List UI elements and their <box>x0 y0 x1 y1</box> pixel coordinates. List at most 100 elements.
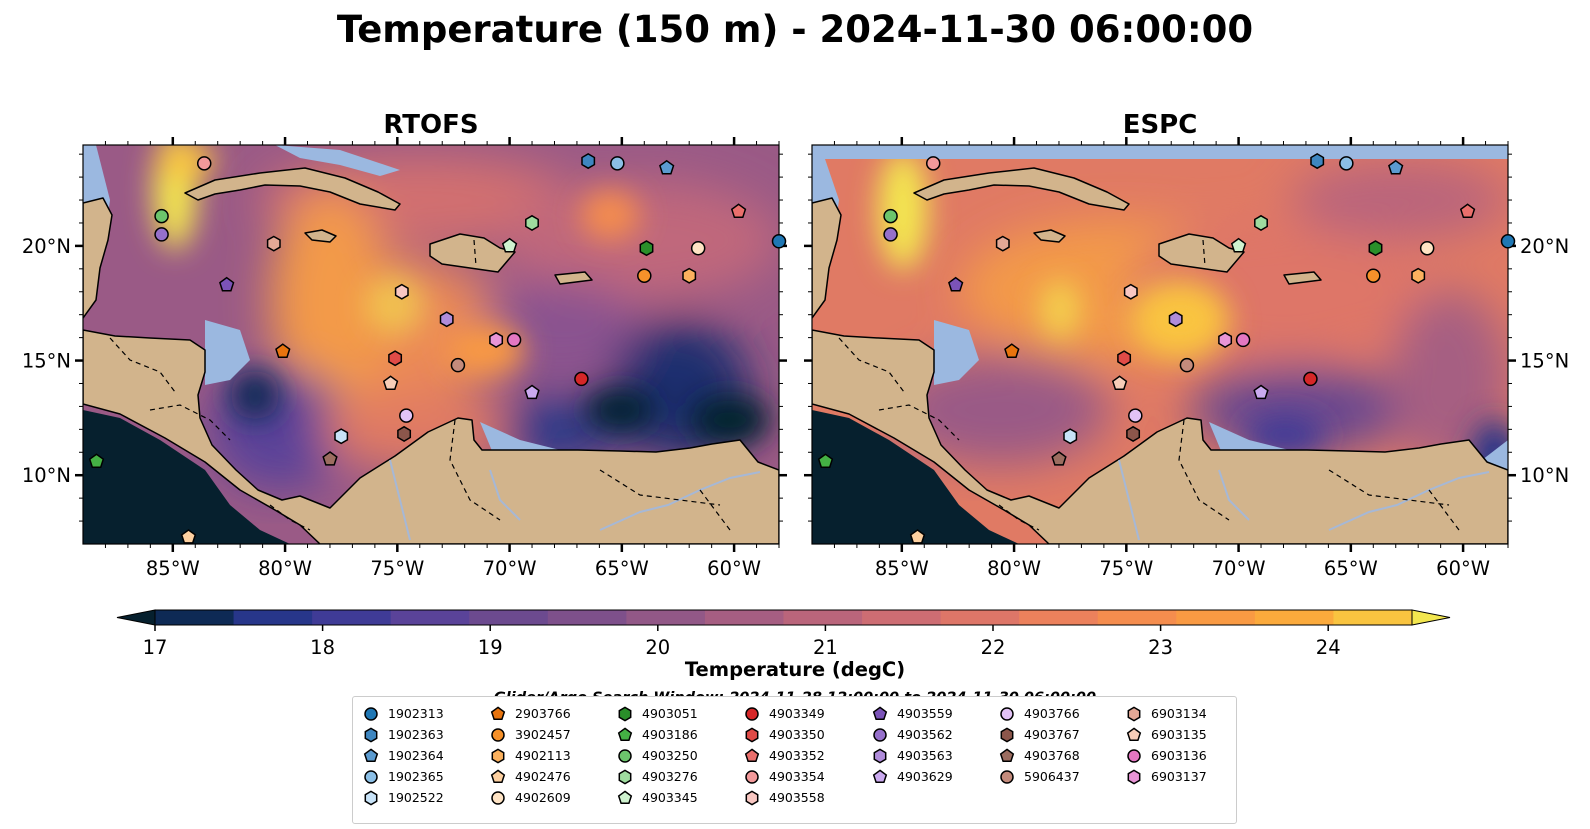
legend-label: 4903276 <box>642 769 698 784</box>
legend-marker-4903558 <box>745 790 759 805</box>
float-marker-4903051 <box>639 240 654 257</box>
legend-label: 2903766 <box>515 706 571 721</box>
float-markers-rtofs <box>88 153 787 544</box>
legend-item: 4903051 <box>617 703 698 724</box>
float-marker-4903563 <box>1168 311 1183 328</box>
lon-tick-label: 75°W <box>370 557 424 580</box>
colorbar-cell <box>783 610 863 625</box>
legend-item: 6903134 <box>1126 703 1207 724</box>
legend-item: 1902363 <box>363 724 444 745</box>
legend-label: 4903354 <box>769 769 825 784</box>
legend-marker-4903345 <box>617 789 633 804</box>
legend-label: 1902313 <box>388 706 444 721</box>
map-panel-rtofs: RTOFS <box>22 110 787 580</box>
colorbar-cell <box>1097 610 1177 625</box>
legend-label: 5906437 <box>1024 769 1080 784</box>
colorbar-tick-label: 17 <box>143 636 168 659</box>
colorbar-cell <box>547 610 627 625</box>
float-marker-2903766 <box>1004 343 1020 358</box>
float-marker-4903559 <box>219 276 235 292</box>
float-marker-4903559 <box>948 276 964 292</box>
legend-marker <box>1000 727 1014 742</box>
float-marker-4903352 <box>730 203 747 219</box>
map-frame-rtofs <box>82 144 780 545</box>
colorbar-tick-label: 19 <box>478 636 503 659</box>
float-marker-1902365 <box>610 156 625 171</box>
legend-item: 4903562 <box>872 724 953 745</box>
legend-label: 1902364 <box>388 748 444 763</box>
legend-marker <box>618 706 632 721</box>
legend-item: 4903349 <box>744 703 825 724</box>
float-marker-6903135 <box>1111 375 1128 391</box>
legend-marker-4903276 <box>618 769 632 784</box>
legend-item: 4903558 <box>744 787 825 808</box>
legend-item: 4903350 <box>744 724 825 745</box>
legend-marker <box>491 727 505 742</box>
colorbar-cell <box>233 610 313 625</box>
legend-label: 4902609 <box>515 790 571 805</box>
lon-tick-label: 65°W <box>595 557 649 580</box>
legend-label: 4903766 <box>1024 706 1080 721</box>
legend-column: 4903559 4903562 4903563 4903629 <box>872 703 953 787</box>
legend-marker-1902522 <box>364 790 378 805</box>
legend-marker-4903766 <box>1000 706 1014 721</box>
legend-marker-4903354 <box>745 769 759 784</box>
legend-marker-4903768 <box>999 747 1015 762</box>
legend-item: 1902364 <box>363 745 444 766</box>
float-marker-4903768 <box>1051 451 1067 466</box>
land-rtofs <box>83 167 779 544</box>
legend-marker <box>744 747 760 762</box>
float-marker-1902364 <box>659 159 675 175</box>
map-frame-espc <box>811 144 1509 545</box>
lon-tick-label: 70°W <box>1212 557 1266 580</box>
legend-marker-1902313 <box>364 706 378 721</box>
legend-label: 4903562 <box>897 727 953 742</box>
lon-tick-label: 80°W <box>258 557 312 580</box>
legend-label: 6903137 <box>1151 769 1207 784</box>
colorbar-cell <box>1019 610 1099 625</box>
legend-label: 4903563 <box>897 748 953 763</box>
float-marker-6903134 <box>995 235 1010 252</box>
legend-label: 1902363 <box>388 727 444 742</box>
legend-label: 4903558 <box>769 790 825 805</box>
temperature-field-espc <box>812 145 1508 544</box>
colorbar-cell <box>862 610 942 625</box>
colorbar: 17 18 19 20 21 22 23 24 Temperature (degC) <box>116 609 1451 681</box>
float-marker-1902522 <box>334 428 349 445</box>
legend-item: 1902365 <box>363 766 444 787</box>
legend-marker-4903051 <box>618 706 632 721</box>
lat-tick-label: 15°N <box>1520 350 1569 373</box>
colorbar-cell <box>704 610 784 625</box>
legend-label: 4903051 <box>642 706 698 721</box>
colorbar-cell <box>1333 610 1413 625</box>
legend-column: 2903766 3902457 4902113 4902476 4902609 <box>490 703 571 808</box>
colorbar-label: Temperature (degC) <box>685 658 905 681</box>
float-marker-6903136 <box>1235 332 1251 348</box>
float-marker-4903766 <box>1128 408 1143 423</box>
legend-marker-4903563 <box>873 748 887 763</box>
float-marker-6903137 <box>489 331 504 348</box>
float-marker-4903186 <box>88 453 105 468</box>
legend-item: 4903559 <box>872 703 953 724</box>
legend-marker <box>1126 726 1142 741</box>
legend-marker <box>1000 769 1014 784</box>
float-marker-4903250 <box>883 208 898 224</box>
figure-title: Temperature (150 m) - 2024-11-30 06:00:0… <box>337 8 1253 51</box>
legend-marker-4903250 <box>618 748 632 763</box>
rivers-espc <box>1118 459 1490 541</box>
legend-marker-6903135 <box>1126 726 1142 741</box>
lon-tick-label: 85°W <box>875 557 929 580</box>
colorbar-outline <box>154 609 1413 626</box>
legend-item: 4903629 <box>872 766 953 787</box>
legend-marker <box>745 706 759 721</box>
legend-marker <box>1127 748 1141 763</box>
legend-marker-4903350 <box>745 727 759 742</box>
map-panel-espc: ESPC <box>804 110 1569 580</box>
legend-label: 4903250 <box>642 748 698 763</box>
lat-tick-label: 15°N <box>22 350 71 373</box>
legend-marker <box>364 727 378 742</box>
float-marker-4902113 <box>682 267 697 284</box>
legend-column: 4903349 4903350 4903352 4903354 4903558 <box>744 703 825 808</box>
pacific-rtofs <box>83 410 290 544</box>
float-marker-4903051 <box>1368 240 1383 257</box>
